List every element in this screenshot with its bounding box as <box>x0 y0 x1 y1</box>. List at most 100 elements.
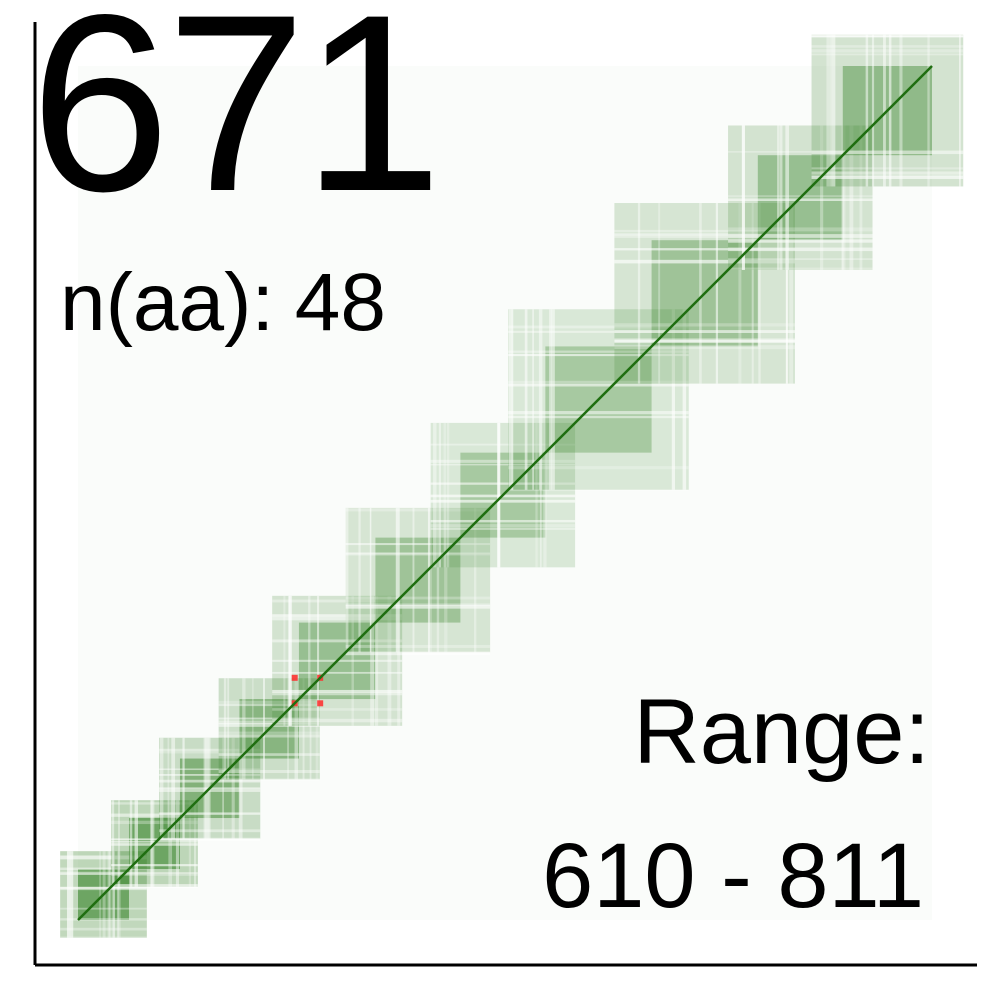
aa-count-caption: n(aa): <box>60 257 275 348</box>
block-stripe <box>444 507 448 653</box>
block-stripe <box>614 323 795 327</box>
block-stripe <box>614 345 795 350</box>
block-stripe <box>508 466 689 470</box>
aa-count-label: n(aa): 48 <box>60 262 386 344</box>
block-stripe <box>430 499 576 503</box>
block-stripe <box>508 325 689 329</box>
block-stripe <box>395 507 400 653</box>
block-stripe <box>428 507 432 653</box>
diagonal-line <box>77 65 933 921</box>
block-stripe <box>111 884 198 888</box>
block-stripe <box>826 34 830 187</box>
block-stripe <box>497 422 501 568</box>
block-stripe <box>699 203 702 384</box>
block-stripe <box>272 614 403 617</box>
block-stripe <box>345 603 491 607</box>
block-stripe <box>99 851 101 938</box>
block-stripe <box>111 802 198 805</box>
block-stripe <box>524 309 528 490</box>
block-stripe <box>785 125 790 270</box>
block-stripe <box>436 507 440 653</box>
block-stripe <box>218 703 320 707</box>
block-stripe <box>188 800 191 887</box>
block-stripe <box>223 678 227 780</box>
block-stripe <box>111 840 198 843</box>
block-stripe <box>308 595 311 726</box>
block-stripe <box>272 616 403 621</box>
block-stripe <box>820 125 824 270</box>
block-stripe <box>387 595 392 726</box>
block-stripe <box>111 813 198 817</box>
block-stripe <box>535 422 538 568</box>
block-stripe <box>849 125 854 270</box>
block-stripe <box>107 851 110 938</box>
block-stripe <box>430 482 576 485</box>
block-stripe <box>779 125 783 270</box>
block-stripe <box>430 463 576 466</box>
block-stripe <box>811 171 964 175</box>
range-label: Range: <box>633 681 930 783</box>
block-stripe <box>859 125 863 270</box>
block-stripe <box>899 34 903 187</box>
block-stripe <box>777 125 779 270</box>
block-stripe <box>738 203 742 384</box>
block-stripe <box>345 507 349 653</box>
block-stripe <box>111 872 198 875</box>
block-stripe <box>111 800 115 887</box>
block-stripe <box>272 692 403 696</box>
block-stripe <box>159 748 261 752</box>
block-stripe <box>345 644 491 648</box>
block-stripe <box>430 528 576 530</box>
block-stripe <box>159 812 261 815</box>
block-stripe <box>227 678 230 780</box>
range-start: 610 <box>542 825 696 927</box>
block-stripe <box>111 872 198 876</box>
block-stripe <box>671 309 676 490</box>
block-stripe <box>883 34 886 187</box>
block-stripe <box>543 422 547 568</box>
block-stripe <box>159 829 261 833</box>
block-stripe <box>785 203 788 384</box>
block-stripe <box>658 203 661 384</box>
block-stripe <box>263 678 265 780</box>
block-stripe <box>272 639 403 643</box>
block-stripe <box>345 552 491 556</box>
block-stripe <box>811 53 964 56</box>
block-stripe <box>811 175 964 179</box>
block-stripe <box>811 45 964 48</box>
range-end: 811 <box>777 825 924 927</box>
block-stripe <box>60 872 147 875</box>
block-stripe <box>218 734 320 738</box>
block-stripe <box>118 800 120 887</box>
block-stripe <box>614 338 795 343</box>
block-stripe <box>70 851 74 938</box>
block-stripe <box>741 125 745 270</box>
block-stripe <box>430 459 576 463</box>
block-stripe <box>370 595 374 726</box>
block-stripe <box>345 651 491 656</box>
block-stripe <box>218 717 320 720</box>
block-stripe <box>728 151 873 153</box>
block-stripe <box>272 718 403 723</box>
block-stripe <box>728 239 873 243</box>
block-stripe <box>117 851 119 938</box>
block-stripe <box>309 678 312 780</box>
block-stripe <box>524 309 528 490</box>
block-stripe <box>614 233 795 236</box>
block-stripe <box>345 508 491 512</box>
block-stripe <box>758 203 761 384</box>
block-stripe <box>218 723 320 727</box>
aa-count-value: 48 <box>294 257 386 348</box>
contact-block <box>811 34 964 187</box>
block-stripe <box>60 918 147 921</box>
block-stripe <box>159 751 261 754</box>
highlight-contact <box>317 700 324 707</box>
block-stripe <box>427 507 430 653</box>
block-stripe <box>785 203 789 384</box>
block-stripe <box>60 927 147 931</box>
block-stripe <box>205 737 210 839</box>
block-stripe <box>538 309 543 490</box>
block-stripe <box>888 34 892 187</box>
block-stripe <box>111 864 198 867</box>
block-stripe <box>811 174 964 177</box>
